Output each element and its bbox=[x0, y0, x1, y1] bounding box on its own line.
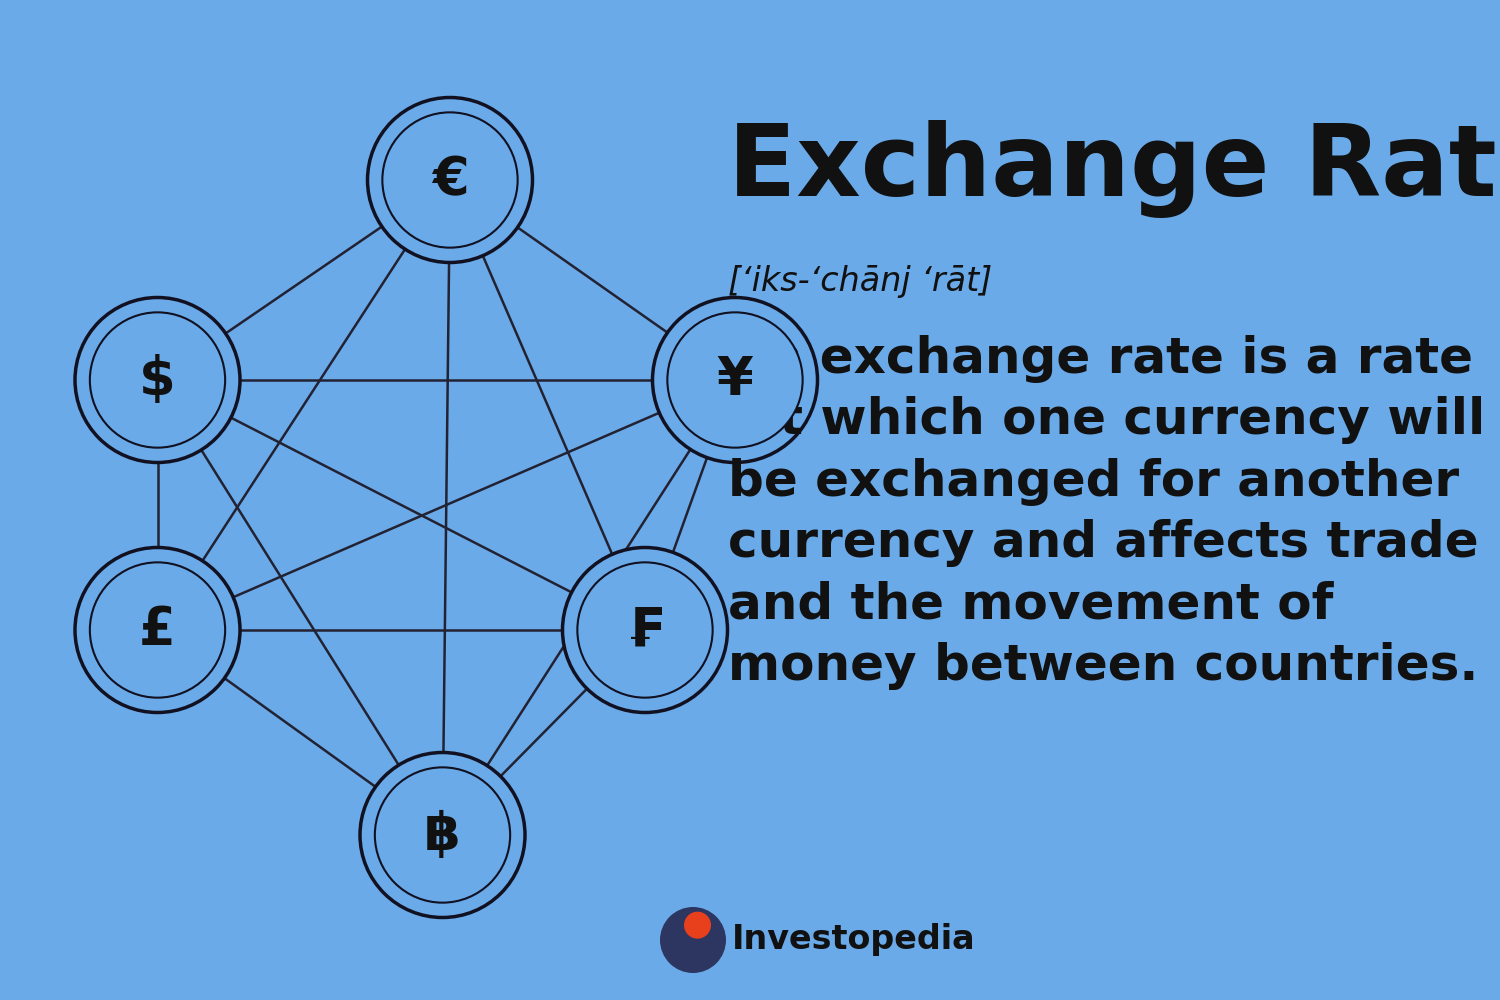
Ellipse shape bbox=[75, 298, 240, 462]
Ellipse shape bbox=[368, 98, 532, 262]
Ellipse shape bbox=[668, 312, 802, 448]
Ellipse shape bbox=[360, 752, 525, 918]
Text: ¥: ¥ bbox=[717, 354, 753, 406]
Ellipse shape bbox=[652, 298, 818, 462]
Ellipse shape bbox=[684, 912, 711, 939]
Ellipse shape bbox=[375, 767, 510, 903]
Text: An exchange rate is a rate
 at which one currency will
be exchanged for another
: An exchange rate is a rate at which one … bbox=[728, 335, 1485, 690]
Text: £: £ bbox=[140, 604, 176, 656]
Text: €: € bbox=[432, 154, 468, 206]
Ellipse shape bbox=[90, 562, 225, 698]
Text: $: $ bbox=[140, 354, 176, 406]
Ellipse shape bbox=[90, 312, 225, 448]
Text: [‘iks-‘chānj ‘rāt]: [‘iks-‘chānj ‘rāt] bbox=[728, 265, 992, 298]
Text: Investopedia: Investopedia bbox=[732, 924, 975, 956]
Text: Exchange Rate: Exchange Rate bbox=[728, 120, 1500, 218]
Ellipse shape bbox=[75, 548, 240, 712]
Text: ฿: ฿ bbox=[424, 809, 460, 861]
Ellipse shape bbox=[578, 562, 712, 698]
Ellipse shape bbox=[660, 907, 726, 973]
Text: ₣: ₣ bbox=[627, 604, 663, 656]
Ellipse shape bbox=[562, 548, 728, 712]
Ellipse shape bbox=[382, 112, 518, 248]
